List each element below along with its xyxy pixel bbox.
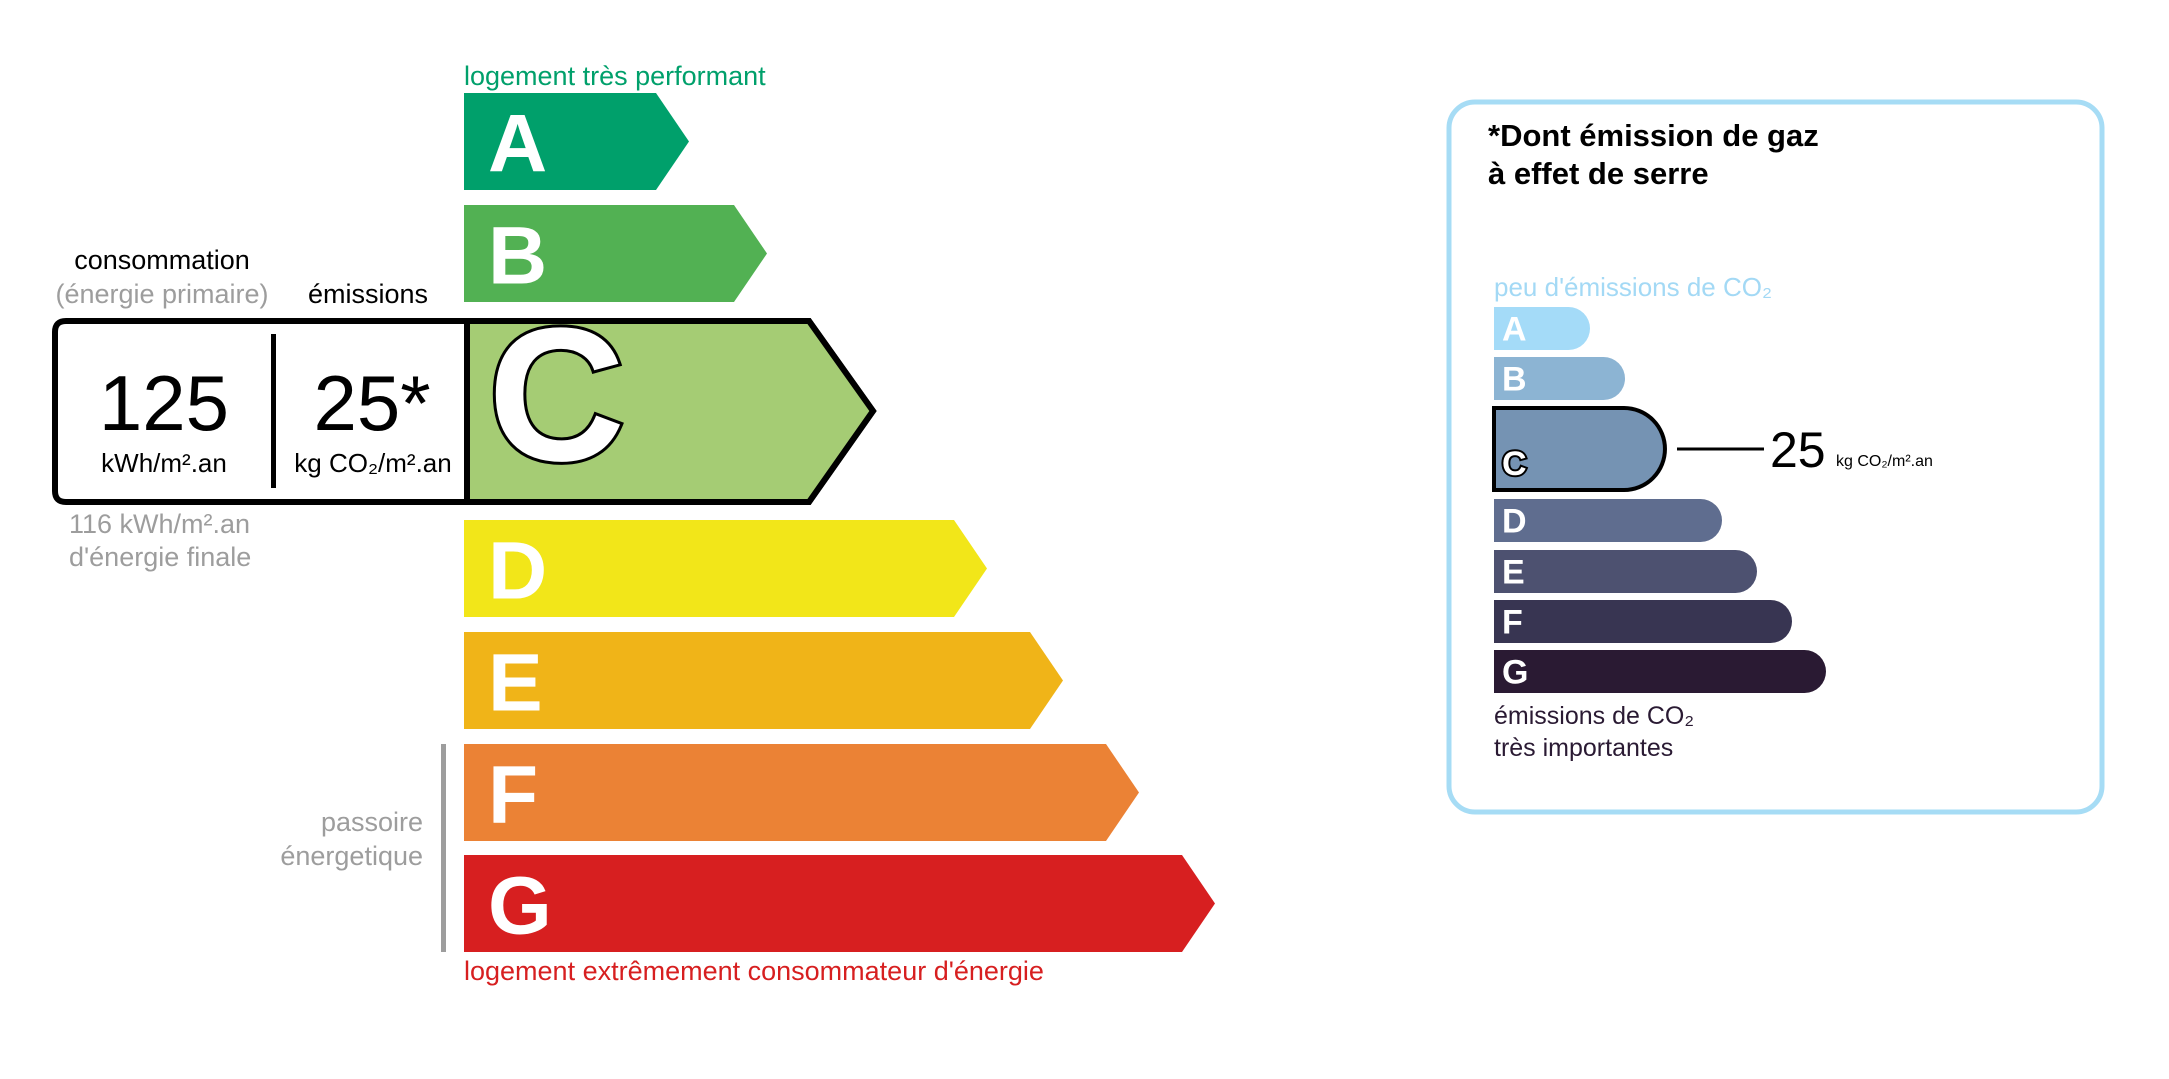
ghg-class-letter: C <box>1502 445 1527 483</box>
ghg-class-bar-f <box>1494 600 1792 643</box>
passoire-bracket <box>441 744 446 952</box>
ghg-value: 25 <box>1770 422 1826 478</box>
energy-class-letter: F <box>488 750 538 841</box>
energy-top-label: logement très performant <box>464 61 766 91</box>
ghg-bottom-label: émissions de CO₂ <box>1494 702 1694 730</box>
energy-class-letter: A <box>488 99 547 190</box>
energy-class-bar-g <box>464 855 1215 952</box>
energy-bottom-label: logement extrêmement consommateur d'éner… <box>464 956 1044 986</box>
value-divider <box>271 334 276 488</box>
final-energy-value: 116 kWh/m².an <box>69 509 250 539</box>
ghg-class-letter: A <box>1502 311 1527 349</box>
ghg-unit: kg CO₂/m².an <box>1836 453 1933 470</box>
consumption-label: consommation <box>74 245 250 275</box>
final-energy-label: d'énergie finale <box>69 542 251 572</box>
current-class-arrow <box>464 318 877 505</box>
ghg-top-label: peu d'émissions de CO₂ <box>1494 272 1772 302</box>
ghg-class-bar-d <box>1494 499 1722 542</box>
ghg-class-letter: E <box>1502 554 1525 592</box>
ghg-title-2: à effet de serre <box>1488 156 1709 191</box>
energy-class-bar-f <box>464 744 1139 841</box>
consumption-unit: kWh/m².an <box>101 448 227 478</box>
emissions-unit: kg CO₂/m².an <box>294 448 451 478</box>
consumption-value: 125 <box>99 359 229 447</box>
ghg-class-letter: F <box>1502 604 1523 642</box>
passoire-label-2: énergetique <box>280 841 423 871</box>
ghg-class-letter: B <box>1502 361 1527 399</box>
ghg-class-bar-g <box>1494 650 1826 693</box>
ghg-class-bar-c <box>1492 406 1667 492</box>
ghg-class-letter: D <box>1502 503 1527 541</box>
emissions-value: 25* <box>313 359 430 447</box>
consumption-sublabel: (énergie primaire) <box>55 279 268 309</box>
ghg-class-bar-a <box>1494 307 1590 350</box>
ghg-class-letter: G <box>1502 654 1528 692</box>
ghg-title: *Dont émission de gaz <box>1488 118 1819 153</box>
energy-class-bar-a <box>464 93 689 190</box>
energy-class-letter: G <box>488 861 552 952</box>
energy-class-bar-e <box>464 632 1063 729</box>
current-class-letter: C <box>488 289 625 501</box>
ghg-class-bar-b <box>1494 357 1625 400</box>
energy-class-bar-d <box>464 520 987 617</box>
energy-class-letter: E <box>488 638 543 729</box>
energy-class-letter: B <box>488 211 547 302</box>
passoire-label: passoire <box>321 807 423 837</box>
ghg-class-bar-e <box>1494 550 1757 593</box>
emissions-label: émissions <box>308 279 428 309</box>
ghg-bottom-label-2: très importantes <box>1494 734 1673 762</box>
energy-class-bar-b <box>464 205 767 302</box>
energy-class-letter: D <box>488 526 547 617</box>
